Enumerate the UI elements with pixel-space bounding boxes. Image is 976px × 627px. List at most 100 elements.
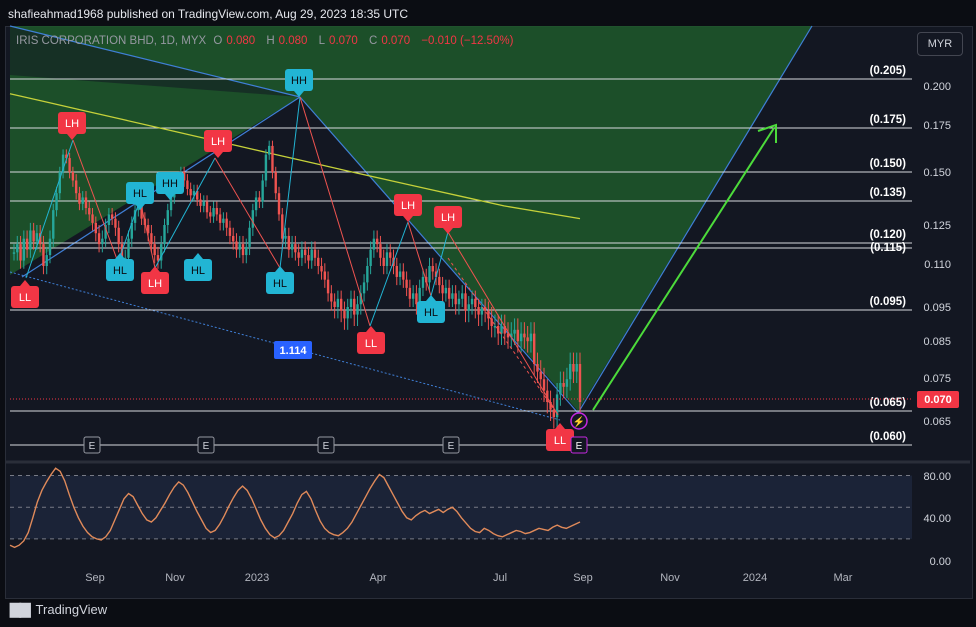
current-price-tag-text: 0.070 (924, 394, 952, 406)
ohlc-low: L 0.070 (318, 35, 358, 47)
earnings-event-marker[interactable] (442, 436, 460, 454)
time-axis-label: Nov (165, 572, 185, 584)
price-axis-label: 0.095 (923, 302, 951, 314)
zigzag-segment (299, 96, 371, 327)
zigzag-segment (214, 157, 281, 269)
channel-top-line (9, 25, 301, 98)
earnings-event-letter: E (448, 441, 455, 452)
price-axis-label: 0.075 (923, 373, 951, 385)
projection-arrow-line (592, 127, 775, 411)
swing-label-pointer (165, 194, 175, 200)
candle-body (127, 238, 130, 258)
candle-body (451, 293, 454, 299)
earnings-event-letter: E (576, 441, 583, 452)
swing-label-box (417, 301, 445, 323)
candle-body (294, 244, 297, 253)
candle-body (487, 310, 490, 319)
candle-body (470, 298, 474, 305)
zigzag-segment (117, 199, 141, 263)
earnings-event-marker[interactable] (197, 436, 215, 454)
candle-body (421, 276, 425, 288)
candle-body (120, 244, 124, 261)
candle-body (339, 298, 343, 311)
candle-body (313, 249, 317, 258)
candle-body (261, 180, 264, 202)
candle-body (196, 191, 199, 200)
candle-body (333, 301, 336, 307)
candle-body (398, 271, 402, 277)
candle-body (559, 383, 562, 395)
candle-body (81, 197, 84, 204)
candle-body (97, 233, 101, 245)
candle-body (71, 172, 75, 181)
candle-body (529, 333, 533, 342)
zigzag-segment (369, 221, 409, 327)
candle-body (389, 252, 392, 258)
candle-body (411, 293, 415, 299)
swing-label-box (11, 286, 39, 308)
candle-body (117, 227, 120, 245)
ohlc-close: C 0.070 (369, 35, 411, 47)
candle-body (506, 333, 510, 338)
candle-body (182, 172, 186, 181)
candle-body (565, 379, 569, 387)
current-price-tag (917, 391, 959, 408)
price-axis-label: 0.085 (923, 336, 951, 348)
zigzag-segment (25, 139, 74, 279)
candle-body (74, 180, 78, 194)
candle-body (372, 238, 376, 250)
candle-body (526, 337, 529, 342)
price-axis-label: 0.150 (923, 167, 951, 179)
swing-label-text: LL (365, 338, 377, 350)
candle-body (415, 293, 418, 305)
swing-label-text: HH (291, 75, 307, 87)
earnings-event-marker[interactable] (570, 436, 588, 454)
earnings-event-marker[interactable] (317, 436, 335, 454)
swing-label-text: HL (191, 265, 205, 277)
candle-body (284, 235, 287, 239)
rsi-axis-label: 80.00 (923, 471, 951, 483)
candle-body (493, 326, 497, 328)
candle-body (330, 293, 333, 302)
candle-body (202, 201, 205, 206)
candle-body (281, 214, 284, 239)
candle-body (408, 287, 412, 299)
swing-label-text: LH (401, 200, 415, 212)
swing-label-pointer (150, 266, 160, 272)
candle-body (385, 252, 389, 267)
candle-body (523, 333, 526, 338)
candle-body (382, 257, 385, 267)
price-axis-label: 0.175 (923, 120, 951, 132)
projection-dashed-line (447, 257, 559, 416)
candle-body (52, 210, 55, 239)
ratio-annotation-text: 1.114 (280, 345, 308, 357)
candle-body (428, 266, 431, 283)
candle-body (375, 238, 379, 245)
candle-body (91, 214, 94, 223)
ema-line (9, 93, 581, 220)
candle-body (303, 249, 307, 256)
candle-body (359, 293, 362, 305)
candle-body (379, 244, 382, 258)
split-event-icon[interactable] (570, 412, 588, 430)
candle-body (542, 379, 546, 391)
swing-label-pointer (294, 91, 304, 97)
currency-button[interactable]: MYR (917, 32, 963, 56)
candle-body (12, 252, 16, 254)
candle-body (55, 193, 58, 211)
candle-body (215, 208, 219, 215)
candle-body (349, 298, 353, 307)
candle-body (441, 285, 444, 294)
swing-label-pointer (193, 253, 203, 259)
candle-body (300, 249, 304, 258)
swing-label-box (285, 69, 313, 91)
fib-level-label: (0.175) (870, 114, 907, 126)
swing-label-text: LL (19, 292, 31, 304)
candle-body (536, 364, 539, 372)
candle-body (94, 222, 97, 234)
earnings-event-marker[interactable] (83, 436, 101, 454)
candle-body (483, 307, 487, 311)
candle-body (150, 233, 153, 245)
tradingview-logo[interactable]: ▇▇ TradingView (10, 601, 107, 618)
